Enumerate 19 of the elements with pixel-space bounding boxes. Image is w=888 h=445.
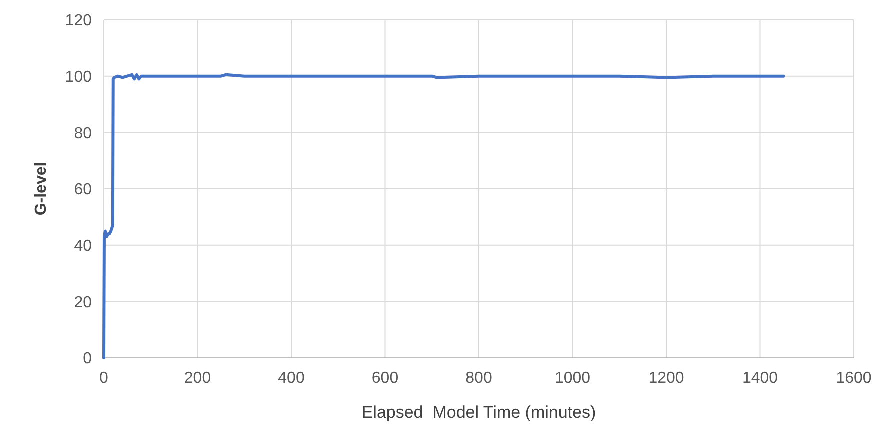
- x-tick-label: 0: [100, 370, 109, 387]
- x-tick-label: 1400: [742, 370, 778, 387]
- x-tick-label: 400: [278, 370, 305, 387]
- x-axis-title: Elapsed Model Time (minutes): [362, 403, 596, 422]
- y-axis-title: G-level: [33, 162, 50, 216]
- x-tick-label: 600: [372, 370, 399, 387]
- y-tick-label: 120: [65, 12, 92, 30]
- x-tick-label: 1200: [648, 370, 684, 387]
- y-tick-label: 60: [74, 182, 92, 199]
- x-tick-label: 800: [466, 370, 492, 387]
- line-series: [102, 73, 786, 360]
- y-tick-label: 100: [65, 68, 92, 86]
- x-tick-label: 200: [184, 370, 212, 387]
- y-tick-label: 40: [74, 238, 92, 255]
- y-tick-label: 0: [83, 350, 92, 368]
- x-tick-label: 1000: [554, 370, 591, 387]
- y-tick-label: 80: [74, 125, 92, 142]
- x-tick-label: 1600: [836, 370, 872, 387]
- y-tick-label: 20: [74, 294, 92, 312]
